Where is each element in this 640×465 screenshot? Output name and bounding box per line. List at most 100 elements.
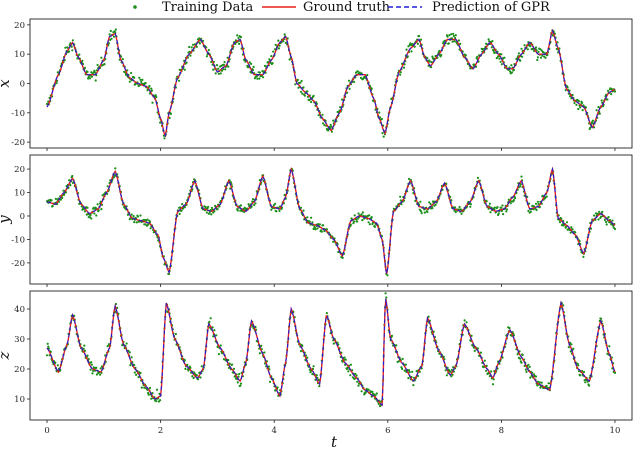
training-point bbox=[348, 87, 351, 90]
training-point bbox=[361, 219, 364, 222]
training-point bbox=[302, 86, 305, 89]
training-point bbox=[299, 81, 302, 84]
gpr-prediction-line bbox=[46, 298, 616, 407]
x-tick-label: 4 bbox=[271, 426, 276, 436]
training-point bbox=[605, 220, 608, 224]
training-point bbox=[537, 50, 540, 54]
training-point bbox=[498, 57, 501, 60]
training-point bbox=[341, 98, 344, 101]
training-point bbox=[187, 369, 190, 372]
training-point bbox=[487, 38, 490, 41]
training-point bbox=[311, 373, 314, 376]
training-point bbox=[169, 112, 172, 115]
training-point bbox=[93, 69, 96, 72]
training-point bbox=[258, 71, 261, 74]
training-point bbox=[208, 320, 211, 323]
training-point bbox=[318, 385, 321, 388]
training-point bbox=[315, 374, 318, 377]
training-point bbox=[469, 205, 472, 208]
training-point bbox=[210, 206, 213, 209]
training-point bbox=[355, 374, 358, 377]
training-point bbox=[538, 381, 541, 384]
training-point bbox=[216, 208, 219, 211]
training-point bbox=[183, 359, 186, 362]
training-point bbox=[83, 344, 86, 347]
training-point bbox=[63, 193, 66, 196]
training-point bbox=[209, 317, 212, 320]
training-point bbox=[582, 255, 585, 258]
training-point bbox=[510, 64, 513, 67]
training-point bbox=[217, 67, 220, 70]
training-point bbox=[610, 93, 613, 96]
training-point bbox=[236, 209, 239, 212]
training-point bbox=[284, 41, 287, 45]
training-point bbox=[579, 374, 582, 377]
training-point bbox=[610, 88, 613, 91]
training-point bbox=[605, 223, 608, 226]
subplot-z: 10 20 30 40 0 2 4 6 8 10 z bbox=[0, 290, 633, 436]
training-point bbox=[375, 392, 378, 395]
training-point bbox=[360, 213, 363, 216]
y-tick-label: -10 bbox=[11, 109, 25, 119]
training-point bbox=[595, 109, 598, 112]
training-point bbox=[353, 80, 356, 83]
training-point bbox=[588, 384, 591, 387]
training-point bbox=[353, 214, 356, 217]
training-point bbox=[154, 94, 157, 97]
training-point bbox=[500, 63, 503, 66]
training-point bbox=[219, 72, 222, 75]
training-point bbox=[493, 51, 496, 55]
training-point bbox=[524, 368, 528, 371]
training-point bbox=[545, 195, 548, 198]
training-point bbox=[78, 53, 81, 56]
axes-frame bbox=[29, 154, 633, 285]
training-point bbox=[54, 197, 58, 200]
training-point bbox=[451, 40, 454, 43]
training-point bbox=[108, 33, 111, 36]
training-point bbox=[367, 388, 370, 391]
training-point bbox=[536, 56, 540, 59]
training-point bbox=[447, 42, 450, 45]
training-point bbox=[343, 356, 346, 359]
training-point bbox=[200, 365, 203, 368]
training-point bbox=[114, 31, 117, 34]
training-point bbox=[299, 350, 303, 353]
training-point bbox=[454, 210, 457, 214]
training-point bbox=[347, 79, 351, 82]
training-point bbox=[445, 374, 448, 377]
training-point bbox=[312, 94, 315, 97]
training-point bbox=[411, 370, 414, 373]
training-point bbox=[294, 83, 297, 86]
training-point bbox=[322, 122, 325, 125]
training-point bbox=[584, 106, 588, 109]
training-point bbox=[86, 70, 89, 73]
training-point bbox=[144, 223, 147, 226]
training-point bbox=[526, 48, 529, 51]
training-point bbox=[320, 230, 323, 233]
training-point bbox=[597, 218, 600, 221]
y-tick-label: 30 bbox=[14, 335, 25, 345]
training-point bbox=[573, 101, 576, 105]
x-tick-label: 2 bbox=[158, 426, 163, 436]
x-tick-label: 10 bbox=[610, 426, 621, 436]
training-point bbox=[569, 231, 572, 234]
training-point bbox=[68, 50, 71, 53]
training-point bbox=[508, 326, 511, 330]
training-point bbox=[300, 79, 303, 83]
training-point bbox=[147, 393, 150, 396]
training-point bbox=[395, 344, 398, 347]
training-point bbox=[411, 42, 414, 46]
training-point bbox=[59, 198, 63, 201]
training-point bbox=[199, 376, 202, 379]
training-point bbox=[128, 80, 131, 83]
training-point bbox=[238, 42, 241, 46]
training-point bbox=[114, 28, 117, 31]
training-point bbox=[99, 367, 102, 370]
training-point bbox=[217, 72, 220, 75]
training-point bbox=[476, 55, 479, 59]
training-point bbox=[223, 60, 226, 64]
training-point bbox=[180, 209, 183, 212]
training-point bbox=[253, 203, 256, 207]
training-point bbox=[260, 344, 263, 347]
training-point bbox=[413, 45, 416, 48]
